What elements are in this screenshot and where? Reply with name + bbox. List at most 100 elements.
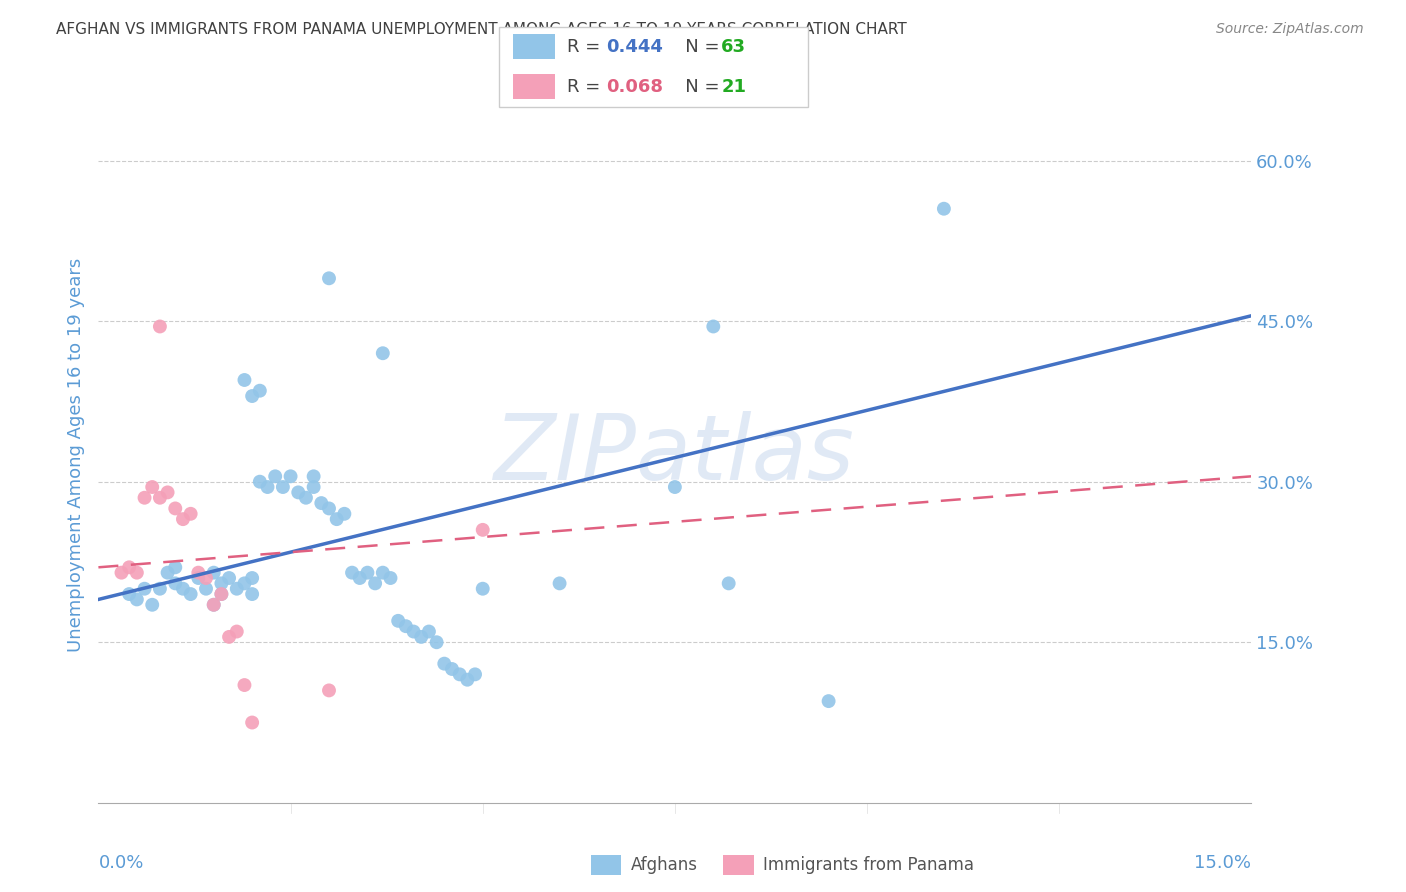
Text: 0.0%: 0.0% bbox=[98, 855, 143, 872]
Point bbox=[202, 598, 225, 612]
Point bbox=[209, 576, 232, 591]
Text: 0.444: 0.444 bbox=[606, 37, 662, 56]
Text: ZIPatlas: ZIPatlas bbox=[495, 411, 855, 499]
Point bbox=[141, 480, 163, 494]
Point bbox=[418, 624, 440, 639]
Point bbox=[202, 598, 225, 612]
Point bbox=[302, 469, 325, 483]
Point bbox=[287, 485, 309, 500]
Point bbox=[717, 576, 740, 591]
Point bbox=[364, 576, 387, 591]
Point bbox=[156, 485, 179, 500]
Y-axis label: Unemployment Among Ages 16 to 19 years: Unemployment Among Ages 16 to 19 years bbox=[66, 258, 84, 652]
Point bbox=[280, 469, 302, 483]
Point bbox=[165, 501, 187, 516]
Point bbox=[233, 373, 256, 387]
Point bbox=[932, 202, 955, 216]
Point bbox=[249, 384, 271, 398]
Point bbox=[187, 571, 209, 585]
Point bbox=[218, 630, 240, 644]
Point bbox=[180, 587, 202, 601]
Point bbox=[302, 480, 325, 494]
Point bbox=[548, 576, 571, 591]
Point bbox=[664, 480, 686, 494]
Point bbox=[209, 587, 232, 601]
Point bbox=[249, 475, 271, 489]
Point bbox=[371, 346, 394, 360]
Point bbox=[817, 694, 839, 708]
Point bbox=[356, 566, 378, 580]
Text: 21: 21 bbox=[721, 78, 747, 96]
Point bbox=[202, 566, 225, 580]
Point bbox=[402, 624, 425, 639]
Point bbox=[371, 566, 394, 580]
Point bbox=[218, 571, 240, 585]
Point bbox=[225, 582, 247, 596]
Point bbox=[134, 582, 156, 596]
Point bbox=[149, 319, 172, 334]
Point bbox=[172, 512, 194, 526]
Point bbox=[349, 571, 371, 585]
Point bbox=[333, 507, 356, 521]
Point bbox=[156, 566, 179, 580]
Point bbox=[433, 657, 456, 671]
Point bbox=[240, 715, 263, 730]
Point bbox=[165, 576, 187, 591]
Point bbox=[318, 271, 340, 285]
Point bbox=[440, 662, 463, 676]
Point bbox=[110, 566, 132, 580]
Point bbox=[411, 630, 433, 644]
Text: N =: N = bbox=[668, 78, 725, 96]
Point bbox=[271, 480, 294, 494]
Point bbox=[141, 598, 163, 612]
Point bbox=[464, 667, 486, 681]
Text: Immigrants from Panama: Immigrants from Panama bbox=[763, 856, 974, 874]
Point bbox=[240, 389, 263, 403]
Text: AFGHAN VS IMMIGRANTS FROM PANAMA UNEMPLOYMENT AMONG AGES 16 TO 19 YEARS CORRELAT: AFGHAN VS IMMIGRANTS FROM PANAMA UNEMPLO… bbox=[56, 22, 907, 37]
Point bbox=[471, 582, 494, 596]
Point bbox=[318, 683, 340, 698]
Point bbox=[395, 619, 418, 633]
Point bbox=[256, 480, 278, 494]
Text: R =: R = bbox=[567, 78, 606, 96]
Point bbox=[118, 587, 141, 601]
Point bbox=[318, 501, 340, 516]
Point bbox=[180, 507, 202, 521]
Text: R =: R = bbox=[567, 37, 606, 56]
Point bbox=[471, 523, 494, 537]
Point bbox=[225, 624, 247, 639]
Point bbox=[426, 635, 449, 649]
Point bbox=[387, 614, 409, 628]
Point bbox=[187, 566, 209, 580]
Point bbox=[325, 512, 347, 526]
Point bbox=[702, 319, 724, 334]
Point bbox=[340, 566, 363, 580]
Point bbox=[233, 678, 256, 692]
Point bbox=[456, 673, 478, 687]
Text: Source: ZipAtlas.com: Source: ZipAtlas.com bbox=[1216, 22, 1364, 37]
Point bbox=[295, 491, 318, 505]
Text: N =: N = bbox=[668, 37, 725, 56]
Point bbox=[195, 571, 218, 585]
Point bbox=[149, 582, 172, 596]
Point bbox=[149, 491, 172, 505]
Point bbox=[209, 587, 232, 601]
Point bbox=[134, 491, 156, 505]
Text: 15.0%: 15.0% bbox=[1194, 855, 1251, 872]
Point bbox=[264, 469, 287, 483]
Point bbox=[165, 560, 187, 574]
Point bbox=[195, 582, 218, 596]
Text: 63: 63 bbox=[721, 37, 747, 56]
Point bbox=[380, 571, 402, 585]
Text: 0.068: 0.068 bbox=[606, 78, 664, 96]
Point bbox=[233, 576, 256, 591]
Text: Afghans: Afghans bbox=[631, 856, 699, 874]
Point bbox=[125, 566, 148, 580]
Point bbox=[240, 587, 263, 601]
Point bbox=[125, 592, 148, 607]
Point bbox=[449, 667, 471, 681]
Point bbox=[240, 571, 263, 585]
Point bbox=[311, 496, 333, 510]
Point bbox=[118, 560, 141, 574]
Point bbox=[172, 582, 194, 596]
